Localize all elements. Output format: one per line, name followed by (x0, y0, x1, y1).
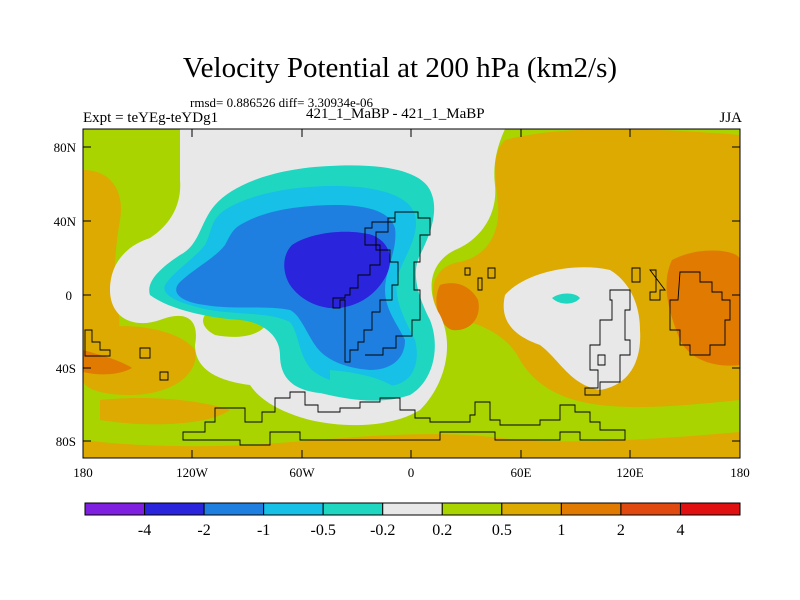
coastline-india (597, 354, 606, 366)
lon-label-0: 0 (408, 465, 415, 480)
field-darkorange-africa (436, 283, 479, 331)
lat-label-40n: 40N (54, 214, 77, 229)
field-neutral-indian (503, 267, 641, 390)
field-darkorange-east (666, 250, 740, 366)
colorbar-label: 1 (557, 522, 565, 539)
colorbar-swatch (263, 502, 324, 516)
field-orange-west (83, 170, 121, 360)
lon-label-60w: 60W (289, 465, 315, 480)
field-darkblue-core (284, 231, 391, 309)
colorbar-swatch (441, 502, 503, 516)
stats-label: rmsd= 0.886526 diff= 3.30934e-06 (190, 95, 374, 110)
lon-label-120e: 120E (616, 465, 644, 480)
lon-label-60e: 60E (511, 465, 532, 480)
coastline-indonesia (584, 289, 631, 396)
coastline-africa (332, 211, 431, 363)
colorbar-swatch (144, 502, 205, 516)
colorbar-label: -0.2 (370, 522, 395, 539)
coastline-australia (669, 271, 731, 356)
lon-tick-labels: 180 120W 60W 0 60E 120E 180 (73, 465, 750, 480)
colorbar-label: 0.5 (492, 522, 512, 539)
lon-label-180e: 180 (730, 465, 750, 480)
axis-ticks (82, 129, 741, 458)
colorbar-swatch (620, 502, 681, 516)
colorbar-label: -2 (197, 522, 210, 539)
field-cyan-indian-dot (552, 293, 580, 304)
colorbar-swatch (501, 502, 562, 516)
lon-label-180w: 180 (73, 465, 93, 480)
lat-label-40s: 40S (56, 361, 76, 376)
colorbar-swatch (382, 502, 443, 516)
lat-label-80n: 80N (54, 140, 77, 155)
lat-tick-labels: 80N 40N 0 40S 80S (54, 140, 77, 449)
colorbar-swatch (560, 502, 622, 516)
field-orange-southwest (83, 326, 196, 395)
lon-label-120w: 120W (176, 465, 209, 480)
coastlines (84, 211, 731, 446)
colorbar-swatch (679, 502, 741, 516)
colorbar-label: 2 (617, 522, 625, 539)
coastline-arabia (464, 267, 496, 291)
coastline-antarctica (182, 391, 626, 446)
colorbar-swatch (84, 502, 146, 516)
colorbar-swatch (203, 502, 265, 516)
cases-label: 421_1_MaBP - 421_1_MaBP (306, 106, 485, 122)
field-orange-pacific-blob (100, 398, 230, 425)
field-cyan-south (330, 370, 398, 398)
colorbar: -4 -2 -1 -0.5 -0.2 0.2 0.5 1 2 4 (84, 502, 741, 539)
colorbar-label: -4 (138, 522, 151, 539)
chart-title: Velocity Potential at 200 hPa (km2/s) (182, 52, 618, 84)
colorbar-label: 4 (676, 522, 684, 539)
lat-label-80s: 80S (56, 434, 76, 449)
season-label: JJA (719, 110, 742, 126)
colorbar-label: 0.2 (432, 522, 452, 539)
lat-label-0: 0 (66, 288, 73, 303)
experiment-label: Expt = teYEg-teYDg1 (83, 110, 219, 126)
coastline-west-pacific (631, 267, 666, 301)
colorbar-swatch (322, 502, 384, 516)
contour-fields (83, 129, 740, 458)
coastline-south-america (84, 329, 169, 381)
colorbar-label: -1 (257, 522, 270, 539)
colorbar-label: -0.5 (311, 522, 336, 539)
